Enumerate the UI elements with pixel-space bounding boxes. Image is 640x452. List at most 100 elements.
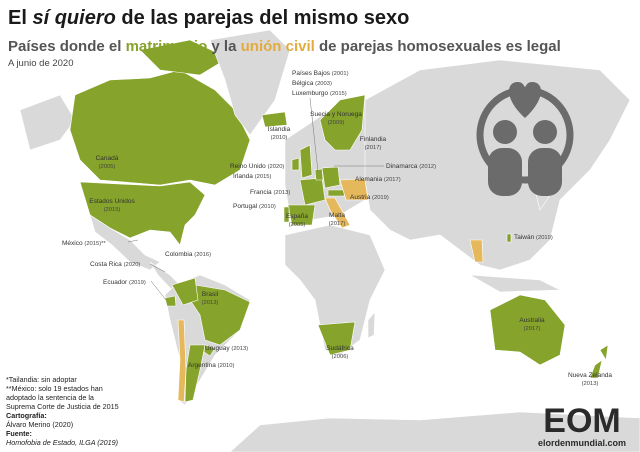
country-name: Luxemburgo (292, 90, 329, 97)
country-year: (2019) (372, 195, 389, 201)
country-year: (2015) (104, 207, 121, 213)
country-label: Reino Unido (2020) (230, 163, 284, 170)
country-name: Sudáfrica (326, 345, 354, 352)
country-label: Alemania (2017) (355, 176, 401, 183)
country-year: (2010) (259, 204, 276, 210)
country-year: (2003) (315, 81, 332, 87)
country-name: Islandia (268, 126, 291, 133)
country-year: (2010) (271, 135, 288, 141)
land (19, 29, 640, 452)
country-name: Bélgica (292, 80, 314, 87)
subtitle-part: y la (211, 38, 237, 55)
country-name: Canadá (96, 155, 119, 162)
subtitle-civil-union: unión civil (241, 38, 315, 55)
country-label: Uruguay (2013) (205, 345, 248, 352)
country-year: (2013) (582, 381, 599, 387)
country-name: Ecuador (103, 279, 128, 286)
note-heading: Fuente: (6, 429, 32, 438)
country-label: Dinamarca (2012) (386, 163, 436, 170)
note-heading: Cartografía: (6, 411, 47, 420)
country-name: Australia (519, 317, 545, 324)
country-name: Estados Unidos (89, 198, 135, 205)
title-part: El (8, 7, 27, 29)
logo-mark: EOM (543, 402, 620, 440)
country-name: Nueva Zelanda (568, 372, 612, 379)
subtitle-part: Países donde el (8, 38, 121, 55)
country-label: México (2015)** (62, 240, 106, 247)
country-year: (2017) (329, 221, 346, 227)
country-name: Costa Rica (90, 261, 122, 268)
country-label: Austria (2019) (350, 194, 389, 201)
country-label: Ecuador (2019) (103, 279, 146, 286)
country-label: Colombia (2016) (165, 251, 211, 258)
country-label: Irlanda (2015) (233, 173, 272, 180)
country-label: Países Bajos (2001) (292, 70, 349, 77)
country-label: Taiwán (2019) (514, 234, 553, 241)
country-name: Portugal (233, 203, 258, 210)
country-name: Taiwán (514, 234, 535, 241)
icon (476, 82, 574, 196)
leader-lines (127, 97, 510, 301)
country-year: (2015) (255, 174, 272, 180)
country-year: (2019) (129, 280, 146, 286)
country-name: Austria (350, 194, 371, 201)
country-label: Francia (2013) (250, 189, 290, 196)
country-label: Luxemburgo (2015) (292, 90, 347, 97)
country-label: Bélgica (2003) (292, 80, 332, 87)
country-label: Costa Rica (2020) (90, 261, 140, 268)
country-name: Reino Unido (230, 163, 266, 170)
date: A junio de 2020 (8, 58, 74, 69)
country-name: Uruguay (205, 345, 230, 352)
note: *Tailandia: sin adoptar (6, 375, 77, 384)
notes: *Tailandia: sin adoptar **México: solo 1… (6, 375, 119, 447)
country-name: Irlanda (233, 173, 253, 180)
country-name: Países Bajos (292, 70, 331, 77)
country-year: (2019) (536, 235, 553, 241)
title-part: de las parejas del mismo sexo (121, 7, 409, 29)
title-emphasis: sí quiero (32, 7, 115, 29)
country-year: (2005) (99, 164, 116, 170)
country-year: (2016) (194, 252, 211, 258)
country-year: (2006) (332, 354, 349, 360)
note: **México: solo 19 estados han (6, 384, 103, 393)
country-label: Portugal (2010) (233, 203, 276, 210)
country-year: (2020) (268, 164, 285, 170)
subtitle-part: de parejas homosexuales es legal (319, 38, 561, 55)
country-name: Brasil (202, 291, 219, 298)
note: adoptado la sentencia de la (6, 393, 94, 402)
country-year: (2013) (202, 300, 219, 306)
country-year: (2001) (332, 71, 349, 77)
country-name: España (286, 213, 308, 220)
country-name: México (62, 240, 83, 247)
country-year: (2013) (274, 190, 291, 196)
country-year: (2017) (524, 326, 541, 332)
country-name: Argentina (188, 362, 216, 369)
country-name: Malta (329, 212, 345, 219)
country-year: (2015) (330, 91, 347, 97)
country-year: (2005) (289, 222, 306, 228)
title: El sí quiero de las parejas del mismo se… (8, 7, 409, 29)
country-name: Colombia (165, 251, 193, 258)
note: Suprema Corte de Justicia de 2015 (6, 402, 119, 411)
country-year: (2015)** (84, 241, 106, 247)
country-label: Argentina (2010) (188, 362, 234, 369)
note: Álvaro Merino (2020) (6, 420, 73, 429)
country-year: (2012) (419, 164, 436, 170)
subtitle: Países donde el matrimonio y la unión ci… (8, 38, 561, 55)
country-labels: Canadá (2005) Estados Unidos (2015) México (… (62, 70, 612, 387)
note: Homofobia de Estado, ILGA (2019) (6, 438, 118, 447)
subtitle-marriage: matrimonio (126, 38, 208, 55)
country-year: (2017) (384, 177, 401, 183)
country-name: Alemania (355, 176, 382, 183)
country-year: (2020) (124, 262, 141, 268)
country-year: (2013) (231, 346, 248, 352)
country-year: (2010) (218, 363, 235, 369)
country-name: Francia (250, 189, 272, 196)
country-name: Dinamarca (386, 163, 418, 170)
country-name: Finlandia (360, 136, 387, 143)
country-year: (2009) (328, 120, 345, 126)
country-name: Suecia y Noruega (310, 111, 362, 118)
country-year: (2017) (365, 145, 382, 151)
logo-site: elordenmundial.com (538, 438, 626, 448)
